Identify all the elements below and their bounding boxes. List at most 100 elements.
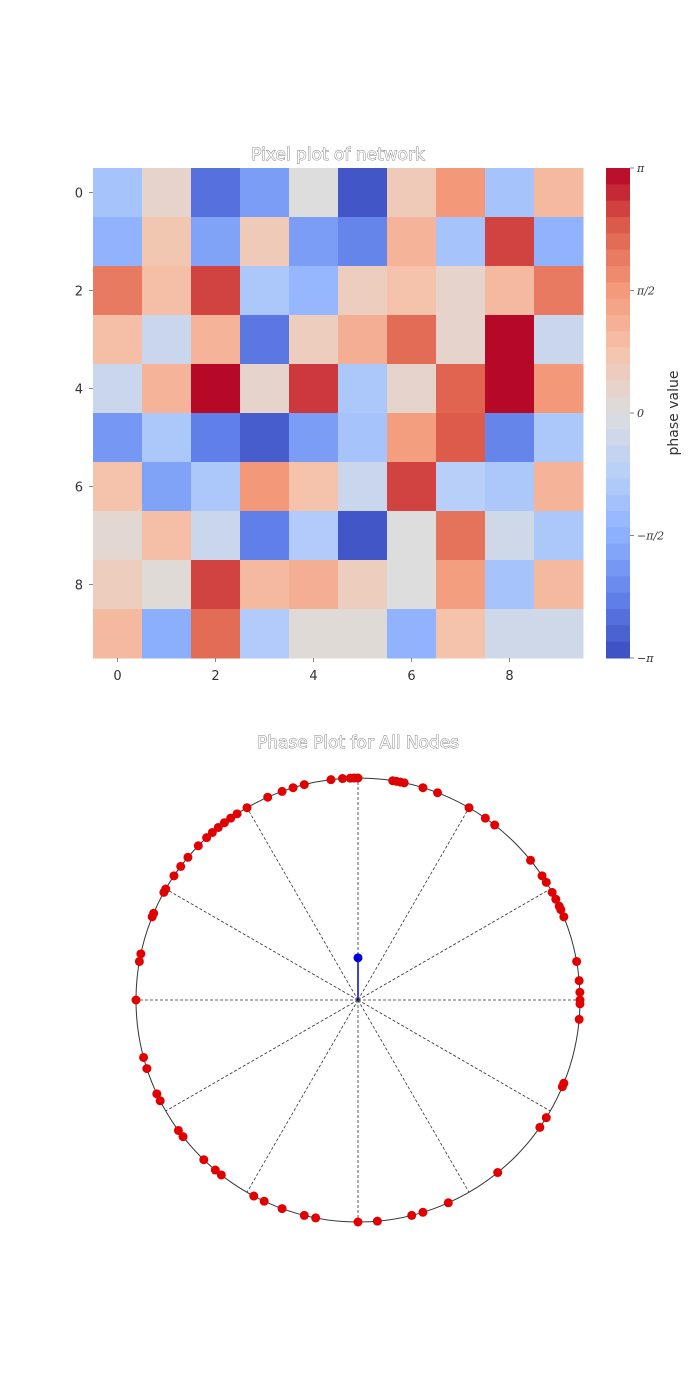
x-tick-label: 4 [309,669,317,684]
heatmap-cell [534,413,584,463]
heatmap-cell [93,364,143,414]
heatmap-cell [93,168,143,218]
phase-point [139,1052,149,1062]
heatmap-cell [191,560,241,610]
phase-point [134,956,144,966]
heatmap-cell [485,609,535,659]
heatmap-cell [387,560,437,610]
phase-point [480,813,490,823]
phase-point [136,949,146,959]
colorbar: π π/2 0 −π/2 −π [606,162,664,665]
heatmap-cell [436,168,486,218]
heatmap-cell [387,609,437,659]
colorbar-band [606,494,630,512]
heatmap-cell [534,266,584,316]
phase-point [407,1210,417,1220]
phase-point [388,776,398,786]
heatmap-cell [93,511,143,561]
heatmap-cell [387,364,437,414]
heatmap-cell [142,511,192,561]
colorbar-band [606,249,630,267]
heatmap-cell [240,560,290,610]
heatmap-cell [485,266,535,316]
colorbar-band [606,560,630,577]
colorbar-band [606,364,630,381]
colorbar-band [606,413,630,430]
phase-point [353,1217,363,1227]
phase-point [142,1064,152,1074]
colorbar-tick-label: 0 [637,407,644,420]
colorbar-band [606,576,630,594]
heatmap-cell [191,609,241,659]
heatmap-cell [240,364,290,414]
colorbar-band [606,217,630,234]
colorbar-band [606,396,630,414]
heatmap-cell [240,217,290,267]
phase-point [537,871,547,881]
phase-spoke [357,999,470,1193]
phase-point [173,1125,183,1135]
phase-spoke [357,999,551,1112]
heatmap-cell [142,609,192,659]
phase-point [541,877,551,887]
heatmap-cell [142,217,192,267]
heatmap-cell [485,511,535,561]
heatmap-cell [387,266,437,316]
heatmap-cell [485,364,535,414]
heatmap-cell [191,364,241,414]
colorbar-band [606,592,630,610]
heatmap-cell [387,315,437,365]
heatmap-cell [93,609,143,659]
phase-point [216,1170,226,1180]
phase-point [493,1168,503,1178]
heatmap-cell [289,168,339,218]
heatmap-cell [338,609,388,659]
heatmap-title: Pixel plot of network [251,145,425,165]
phase-point [559,912,569,922]
heatmap-cell [534,315,584,365]
heatmap-cell [338,168,388,218]
phase-point [242,803,252,813]
phase-point [535,1122,545,1132]
phase-spoke [165,888,359,1001]
phase-point [299,780,309,790]
phase-point [152,1089,162,1099]
heatmap-cell [387,168,437,218]
heatmap-cell [534,217,584,267]
phase-point [418,783,428,793]
phase-point [372,1216,382,1226]
phase-point [199,1155,209,1165]
heatmap-cell [289,266,339,316]
heatmap-cell [387,462,437,512]
colorbar-band [606,315,630,332]
heatmap-cell [191,266,241,316]
phase-point [219,818,229,828]
heatmap-cell [142,168,192,218]
phase-point [207,827,217,837]
heatmap-cell [142,413,192,463]
phase-point [263,792,273,802]
colorbar-band [606,462,630,479]
heatmap-cell [485,168,535,218]
phase-point [202,833,212,843]
heatmap-cell [93,315,143,365]
heatmap-cell [485,560,535,610]
phase-point [226,813,236,823]
heatmap-cell [436,364,486,414]
phase-point [418,1207,428,1217]
heatmap-cell [240,168,290,218]
phase-point [575,995,585,1005]
phase-point [288,783,298,793]
y-tick-label: 2 [75,285,83,300]
heatmap-cell [191,315,241,365]
heatmap-cell [338,462,388,512]
heatmap-cell [338,217,388,267]
heatmap-x-ticks: 0 2 4 6 8 [113,658,514,684]
heatmap-cell [436,413,486,463]
phase-spoke [357,807,470,1001]
order-parameter-point [353,953,363,963]
heatmap-cell [436,266,486,316]
order-parameter [353,953,363,1000]
colorbar-band [606,331,630,349]
colorbar-band [606,200,630,218]
